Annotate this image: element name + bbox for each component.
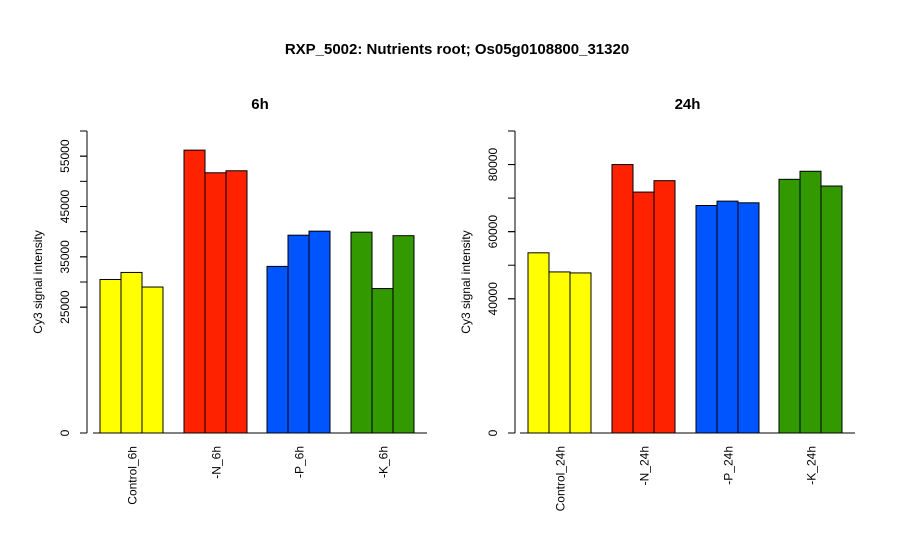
x-category-label: -K_24h <box>805 446 819 485</box>
bar <box>183 149 206 434</box>
bar <box>778 178 801 434</box>
x-category-label: Control_24h <box>554 446 568 511</box>
y-tick-label: 45000 <box>58 189 72 223</box>
bar <box>225 170 248 434</box>
y-tick-label: 0 <box>486 429 500 436</box>
panel-6h: 6h 0 25000 35000 45000 55000 Cy3 signal intens… <box>31 96 427 505</box>
y-tick-label: 80000 <box>486 148 500 182</box>
x-category-label: -N_24h <box>638 446 652 485</box>
y-axis-label: Cy3 signal intensity <box>459 230 473 333</box>
bar <box>632 191 655 434</box>
x-category-label: -P_6h <box>293 446 307 478</box>
bar <box>392 235 415 434</box>
bar <box>99 278 122 434</box>
bar <box>548 271 571 434</box>
bar <box>350 231 373 434</box>
panel-title: 24h <box>675 96 701 113</box>
figure-title: RXP_5002: Nutrients root; Os05g0108800_3… <box>285 41 629 58</box>
bar <box>799 170 822 434</box>
bar <box>120 271 143 434</box>
y-tick-label: 35000 <box>58 240 72 274</box>
panel-24h: 24h 0 40000 60000 80000 Cy3 signal intensity C… <box>459 96 855 511</box>
bar <box>204 172 227 434</box>
x-category-label: -N_6h <box>210 446 224 479</box>
bar <box>527 252 550 434</box>
bar <box>820 185 843 434</box>
bar <box>371 288 394 434</box>
bar <box>266 265 289 434</box>
y-tick-label: 60000 <box>486 215 500 249</box>
bar <box>737 202 760 434</box>
bar <box>287 234 310 434</box>
y-tick-label: 25000 <box>58 290 72 324</box>
bar <box>141 286 164 434</box>
bar <box>653 180 676 434</box>
bar <box>611 164 634 434</box>
bar <box>716 200 739 434</box>
x-category-label: -P_24h <box>722 446 736 485</box>
bar <box>308 230 331 434</box>
x-category-label: Control_6h <box>126 446 140 505</box>
bar <box>569 272 592 434</box>
y-tick-label: 0 <box>58 429 72 436</box>
x-category-label: -K_6h <box>377 446 391 478</box>
y-tick-label: 40000 <box>486 282 500 316</box>
y-tick-label: 55000 <box>58 139 72 173</box>
bar <box>695 204 718 434</box>
panel-title: 6h <box>251 96 269 113</box>
y-axis-label: Cy3 signal intensity <box>31 230 45 333</box>
